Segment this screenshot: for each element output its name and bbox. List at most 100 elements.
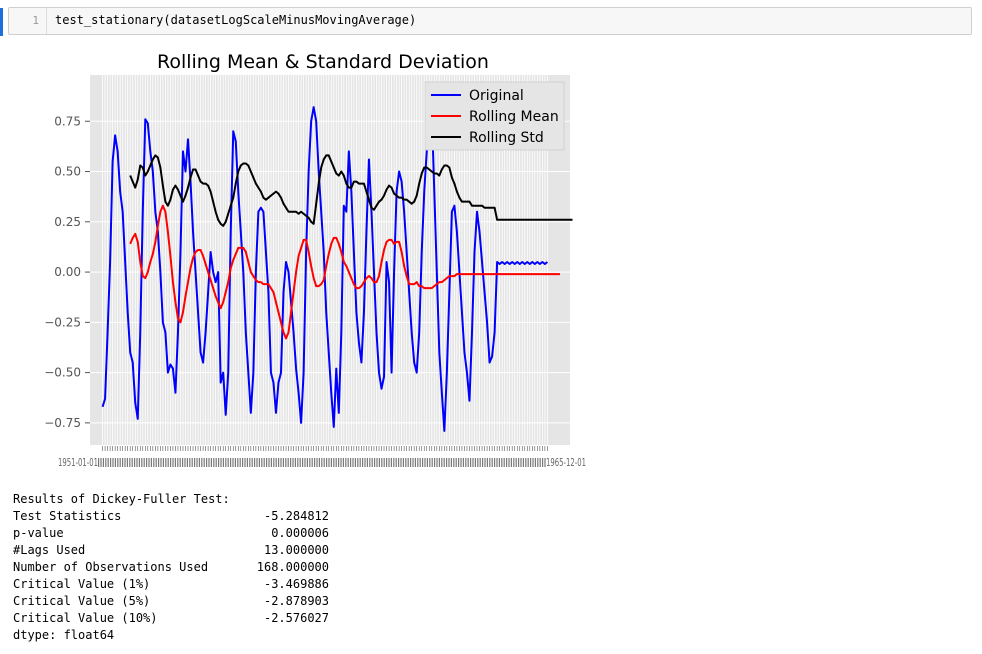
series-line-rolling-std bbox=[129, 154, 573, 227]
stat-label: #Lags Used bbox=[13, 543, 86, 557]
stat-row: Critical Value (5%) -2.878903 bbox=[13, 593, 329, 610]
x-tick-label-glyph bbox=[527, 458, 529, 467]
x-tick-label-glyph bbox=[544, 458, 546, 467]
code-line[interactable]: test_stationary(datasetLogScaleMinusMovi… bbox=[55, 13, 417, 27]
x-tick-label-glyph bbox=[117, 458, 119, 467]
x-tick-label-glyph bbox=[357, 458, 359, 467]
stat-value: -2.878903 bbox=[263, 594, 329, 608]
x-tick-label-glyph bbox=[203, 458, 205, 467]
x-tick-label-glyph bbox=[359, 458, 361, 467]
x-tick-label-glyph bbox=[479, 458, 481, 467]
x-tick-label-glyph bbox=[482, 458, 484, 467]
x-tick-label-glyph bbox=[251, 458, 253, 467]
x-tick-label-glyph bbox=[328, 458, 330, 467]
x-tick-label-glyph bbox=[489, 458, 491, 467]
active-cell-marker bbox=[0, 8, 3, 36]
x-tick-label-glyph bbox=[119, 458, 121, 467]
x-tick-label-glyph bbox=[318, 458, 320, 467]
x-tick-label-glyph bbox=[333, 458, 335, 467]
x-tick-label-glyph bbox=[345, 458, 347, 467]
x-tick-label-glyph bbox=[532, 458, 534, 467]
x-tick-label-glyph bbox=[455, 458, 457, 467]
x-tick-label-glyph bbox=[100, 458, 102, 467]
x-tick-label-glyph bbox=[107, 458, 109, 467]
x-tick-label-glyph bbox=[494, 458, 496, 467]
x-tick-label-glyph bbox=[304, 458, 306, 467]
x-tick-label-glyph bbox=[165, 458, 167, 467]
x-tick-label-glyph bbox=[244, 458, 246, 467]
x-tick-label-glyph bbox=[350, 458, 352, 467]
x-tick-label-glyph bbox=[398, 458, 400, 467]
x-tick-label-glyph bbox=[254, 458, 256, 467]
x-tick-label-glyph bbox=[292, 458, 294, 467]
x-tick-label-glyph bbox=[429, 458, 431, 467]
x-tick-label-glyph bbox=[155, 458, 157, 467]
x-tick-label-glyph bbox=[162, 458, 164, 467]
x-tick-label-glyph bbox=[352, 458, 354, 467]
stat-table: Test Statistics -5.284812 p-value 0.000006 #… bbox=[13, 508, 329, 627]
x-tick-label-glyph bbox=[148, 458, 150, 467]
x-tick-label-glyph bbox=[491, 458, 493, 467]
x-tick-label-glyph bbox=[186, 458, 188, 467]
legend-label: Rolling Mean bbox=[469, 109, 559, 125]
series-lines bbox=[101, 94, 573, 432]
x-tick-label-glyph bbox=[285, 458, 287, 467]
x-tick-label-glyph bbox=[340, 458, 342, 467]
x-tick-label-glyph bbox=[129, 458, 131, 467]
code-cell-input[interactable]: 1 test_stationary(datasetLogScaleMinusMo… bbox=[8, 7, 972, 35]
x-tick-label-glyph bbox=[436, 458, 438, 467]
x-tick-label-glyph bbox=[263, 458, 265, 467]
x-tick-label-glyph bbox=[321, 458, 323, 467]
y-tick-label: 0.00 bbox=[54, 265, 81, 279]
x-tick-label-glyph bbox=[124, 458, 126, 467]
x-tick-label-glyph bbox=[294, 458, 296, 467]
output-header: Results of Dickey-Fuller Test: bbox=[13, 492, 230, 506]
x-tick-label-glyph bbox=[376, 458, 378, 467]
legend: Original Rolling Mean Rolling Std bbox=[424, 81, 565, 151]
x-tick-label-glyph bbox=[237, 458, 239, 467]
x-tick-label-glyph bbox=[114, 458, 116, 467]
stat-value: -2.576027 bbox=[263, 611, 329, 625]
x-tick-label-glyph bbox=[282, 458, 284, 467]
x-tick-label-glyph bbox=[184, 458, 186, 467]
x-tick-label-glyph bbox=[405, 458, 407, 467]
x-tick-label-glyph bbox=[484, 458, 486, 467]
x-tick-label-glyph bbox=[412, 458, 414, 467]
x-tick-label-glyph bbox=[306, 458, 308, 467]
x-tick-label-glyph bbox=[441, 458, 443, 467]
x-tick-label-glyph bbox=[513, 458, 515, 467]
stat-row: Critical Value (1%) -3.469886 bbox=[13, 576, 329, 593]
x-tick-label-glyph bbox=[400, 458, 402, 467]
x-tick-label-glyph bbox=[110, 458, 112, 467]
legend-label: Rolling Std bbox=[469, 130, 544, 146]
x-tick-label-glyph bbox=[323, 458, 325, 467]
x-tick-label-glyph bbox=[537, 458, 539, 467]
stat-value: -5.284812 bbox=[263, 509, 329, 523]
x-tick-label-glyph bbox=[508, 458, 510, 467]
x-tick-label-glyph bbox=[520, 458, 522, 467]
x-tick-label-glyph bbox=[364, 458, 366, 467]
x-tick-label-glyph bbox=[290, 458, 292, 467]
x-tick-label-glyph bbox=[239, 458, 241, 467]
x-tick-label-glyph bbox=[273, 458, 275, 467]
x-tick-label-glyph bbox=[213, 458, 215, 467]
x-tick-label-glyph bbox=[143, 458, 145, 467]
x-tick-label-glyph bbox=[227, 458, 229, 467]
x-tick-label-first: 1951-01-01 bbox=[58, 456, 98, 469]
x-tick-label-glyph bbox=[434, 458, 436, 467]
x-tick-label-glyph bbox=[242, 458, 244, 467]
series-line-original bbox=[101, 94, 549, 432]
x-tick-label-glyph bbox=[126, 458, 128, 467]
x-tick-label-glyph bbox=[316, 458, 318, 467]
x-tick-label-glyph bbox=[462, 458, 464, 467]
y-axis-ticks: 0.75 0.50 0.25 0.00 −0.25 −0.50 −0.75 bbox=[44, 114, 90, 430]
x-tick-label-glyph bbox=[448, 458, 450, 467]
x-tick-label-glyph bbox=[542, 458, 544, 467]
x-tick-label-glyph bbox=[503, 458, 505, 467]
x-tick-label-glyph bbox=[249, 458, 251, 467]
y-tick-label: −0.50 bbox=[44, 366, 81, 380]
x-tick-label-glyph bbox=[402, 458, 404, 467]
x-tick-label-glyph bbox=[314, 458, 316, 467]
x-tick-label-glyph bbox=[141, 458, 143, 467]
x-tick-label-glyph bbox=[206, 458, 208, 467]
